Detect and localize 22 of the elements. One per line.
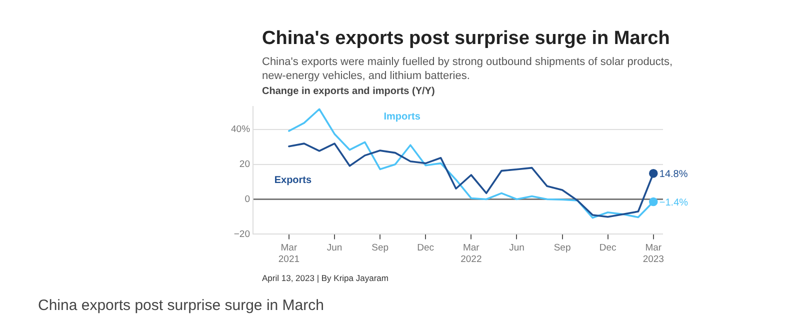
x-tick-label: Sep [554,242,571,254]
x-tick-label: Mar 2022 [460,242,482,265]
x-tick-label: Jun [326,242,342,254]
x-tick-label: Mar 2021 [278,242,300,265]
x-tick-label: Mar 2023 [642,242,664,265]
y-axis-title: Change in exports and imports (Y/Y) [262,86,435,97]
chart-subtitle: China's exports were mainly fuelled by strong outbound shipments of solar products, new-energy vehicles, and lithium batteries. [262,55,674,83]
x-tick-label: Dec [599,242,617,254]
x-tick-label: Jun [509,242,524,254]
y-tick-label: 0 [244,194,250,205]
text: Exports [274,175,312,186]
x-tick-label: Dec [417,242,434,254]
x-tick-label: Sep [372,242,389,254]
data-label: −1.4% [659,197,688,208]
data-label: 14.8% [659,169,688,180]
text: Imports [384,111,421,122]
text: China exports post surprise surge in March [38,297,324,314]
chart-title: China's exports post surprise surge in March [262,28,670,50]
y-tick-label: 20 [239,158,250,170]
text: April 13, 2023 | By Kripa Jayaram [262,273,388,283]
y-tick-label: −20 [234,228,250,240]
y-tick-label: 40% [231,124,251,136]
